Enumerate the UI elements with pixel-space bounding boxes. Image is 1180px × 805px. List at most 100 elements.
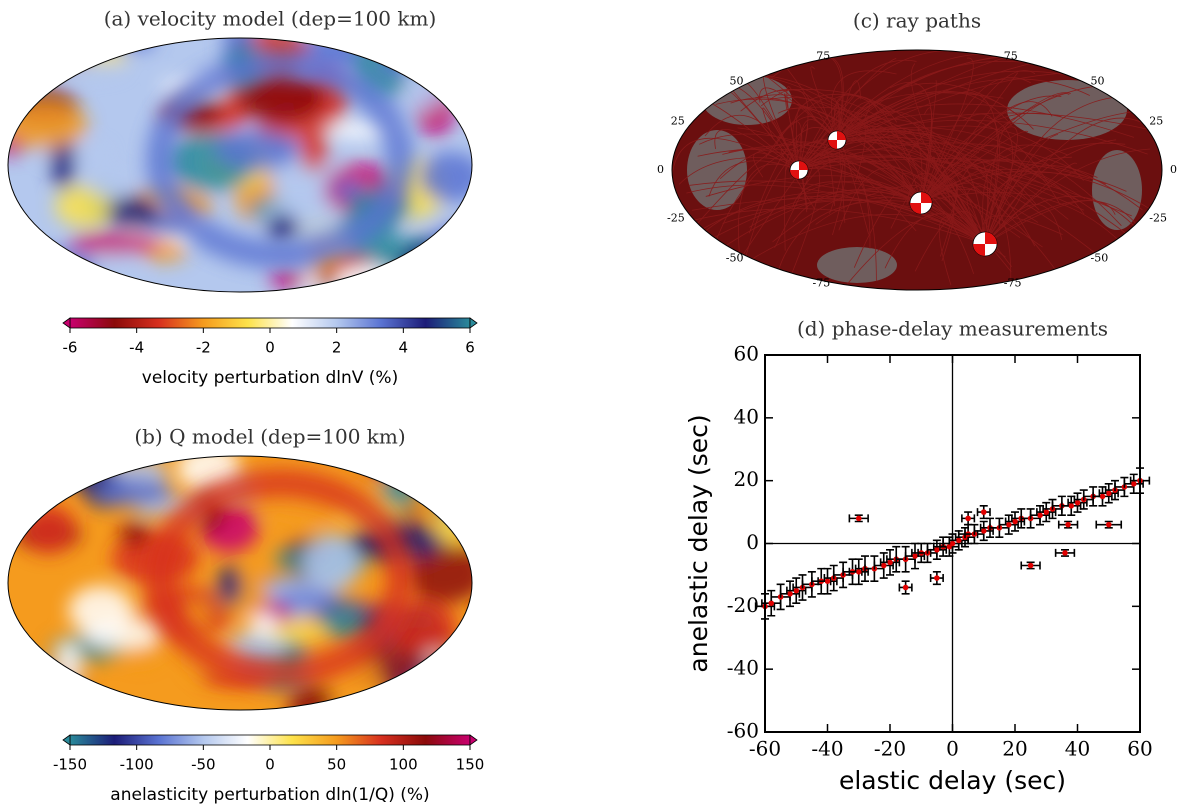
ray-path	[722, 199, 986, 245]
ray-path	[748, 127, 838, 234]
lat-label: -75	[1004, 277, 1022, 290]
ray-path	[798, 125, 1084, 181]
ray-path	[798, 151, 846, 236]
x-tick-label: -60	[749, 737, 781, 761]
data-point	[1099, 493, 1106, 500]
y-axis-label: anelastic delay (sec)	[684, 414, 713, 672]
anomaly	[118, 520, 152, 546]
data-point	[1074, 499, 1081, 506]
data-point	[1027, 562, 1034, 569]
land	[817, 247, 897, 283]
y-tick-label: -20	[727, 593, 759, 617]
ray-path	[705, 175, 922, 204]
beachball-quadrant	[790, 161, 808, 179]
ray-path	[798, 158, 1043, 248]
ray-path	[792, 181, 922, 208]
anomaly	[8, 659, 52, 678]
anomaly	[392, 38, 472, 56]
data-point	[1105, 521, 1112, 528]
ray-path	[795, 105, 817, 171]
ray-path	[836, 127, 1122, 226]
ray-path	[920, 144, 1029, 204]
lat-label: -50	[1091, 251, 1109, 264]
ray-path	[775, 200, 922, 280]
ray-path	[773, 121, 803, 171]
ray-path	[838, 99, 986, 245]
data-point	[1012, 518, 1018, 525]
ray-path	[928, 173, 986, 245]
anomaly	[106, 195, 161, 230]
anomaly	[429, 263, 472, 292]
ray-path	[686, 184, 986, 245]
ray-path	[984, 134, 1059, 245]
ray-path	[962, 113, 1000, 245]
colorbar-label: velocity perturbation dlnV (%)	[142, 368, 398, 388]
ray-path	[792, 189, 922, 223]
colorbar-tick-label: 6	[465, 339, 475, 357]
ray-path	[798, 160, 975, 275]
ray-path	[672, 137, 800, 176]
ray-path	[920, 130, 1029, 204]
ray-path	[672, 208, 986, 245]
ray-path	[836, 102, 871, 141]
anomaly	[91, 172, 134, 199]
colorbar-tick-label: 2	[332, 339, 342, 357]
colorbar	[69, 317, 471, 329]
colorbar-end	[62, 734, 71, 746]
anomaly	[427, 650, 472, 692]
ray-path	[815, 197, 986, 245]
anomaly	[436, 456, 466, 485]
ray-path	[829, 103, 840, 141]
ray-path	[798, 53, 984, 171]
ray-path	[836, 115, 983, 196]
colorbar-tick-label: -2	[196, 339, 211, 357]
x-tick-label: 60	[1127, 737, 1152, 761]
panel-title: (b) Q model (dep=100 km)	[134, 425, 405, 449]
data-point	[902, 584, 909, 591]
ray-path	[708, 160, 800, 197]
ray-path	[920, 168, 1085, 215]
map-outline	[671, 49, 1163, 291]
data-point	[955, 537, 962, 544]
anomaly	[248, 612, 280, 636]
anomaly	[270, 267, 308, 290]
data-point	[1037, 512, 1043, 519]
anomaly	[396, 240, 469, 292]
ray-path	[798, 158, 1127, 192]
ray-path	[740, 89, 838, 141]
anomaly	[8, 101, 88, 149]
data-point	[787, 590, 793, 597]
ray-path	[694, 144, 800, 227]
ray-path	[836, 78, 1090, 141]
ray-path	[796, 180, 986, 245]
lat-label: 75	[816, 49, 830, 62]
lat-label: 0	[657, 163, 664, 176]
y-tick-label: 20	[734, 467, 759, 491]
anomaly	[318, 600, 373, 641]
colorbar-tick-label: 0	[265, 756, 275, 774]
colorbar-tick-label: -100	[120, 756, 154, 774]
panel-title: (a) velocity model (dep=100 km)	[104, 7, 437, 31]
ray-path	[884, 213, 986, 269]
anomaly	[393, 38, 437, 74]
land	[1092, 150, 1142, 230]
lat-label: 50	[729, 75, 743, 88]
colorbar-tick-label: 50	[327, 756, 346, 774]
data-point	[824, 578, 831, 584]
ring	[146, 51, 414, 269]
data-point	[793, 587, 800, 594]
anomaly	[303, 533, 360, 593]
anomaly	[51, 456, 109, 486]
beachball-quadrant	[973, 232, 997, 256]
map-outline	[7, 37, 473, 293]
anomaly	[68, 231, 161, 255]
ray-path	[984, 195, 1136, 245]
colorbar-label: anelasticity perturbation dln(1/Q) (%)	[110, 785, 429, 805]
data-point	[949, 540, 956, 547]
ray-path	[984, 162, 1078, 245]
ray-path	[836, 101, 898, 141]
ray-path	[836, 122, 866, 182]
anomaly	[55, 59, 124, 77]
anomaly	[431, 263, 472, 292]
